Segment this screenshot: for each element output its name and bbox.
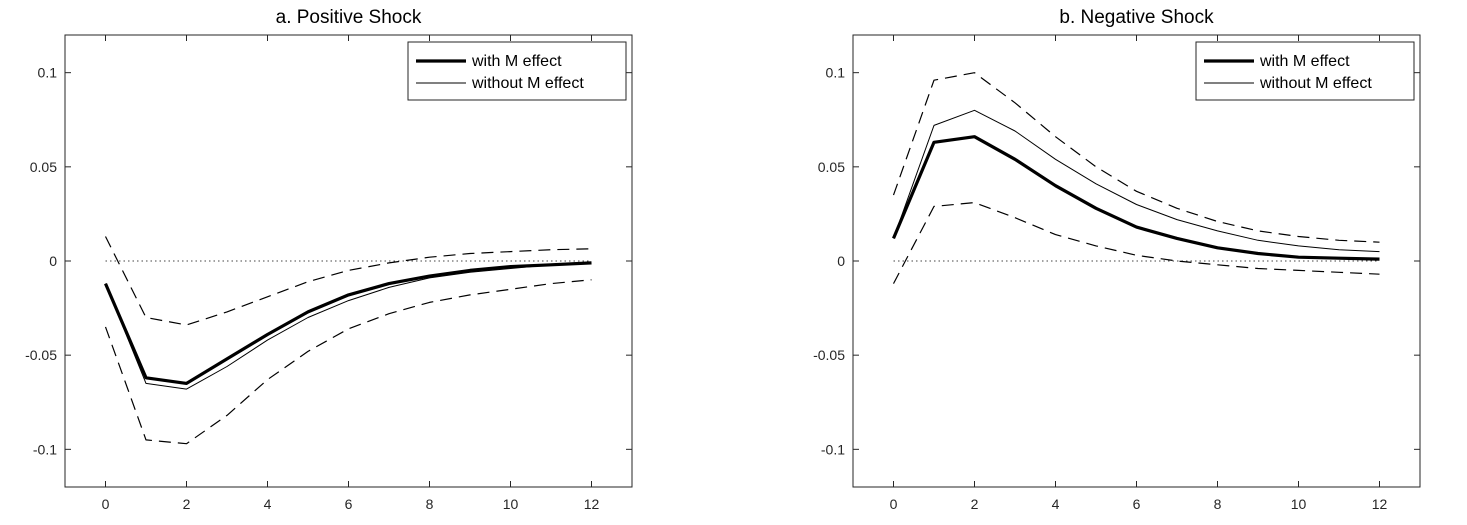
chart-title: a. Positive Shock [276, 7, 422, 28]
y-tick-label: -0.1 [821, 441, 845, 457]
legend-label: with M effect [1259, 53, 1350, 70]
y-tick-label: 0 [837, 253, 845, 269]
chart-title: b. Negative Shock [1059, 7, 1214, 28]
x-tick-label: 2 [183, 496, 191, 512]
legend: with M effect without M effect [407, 41, 627, 101]
y-tick-label: 0.1 [826, 65, 846, 81]
legend-label: without M effect [471, 75, 584, 92]
x-tick-label: 6 [1133, 496, 1141, 512]
x-tick-label: 6 [345, 496, 353, 512]
x-tick-label: 10 [1291, 496, 1307, 512]
x-tick-label: 12 [584, 496, 600, 512]
x-tick-label: 12 [1372, 496, 1388, 512]
x-tick-label: 0 [890, 496, 898, 512]
legend-box [407, 41, 627, 101]
x-tick-label: 8 [1214, 496, 1222, 512]
confidence-band-lower [104, 279, 592, 445]
y-tick-label: 0.1 [38, 65, 58, 81]
y-tick-label: -0.1 [33, 441, 57, 457]
legend-box [1195, 41, 1415, 101]
confidence-band-lower [892, 202, 1380, 284]
x-tick-label: 8 [426, 496, 434, 512]
x-tick-label: 0 [102, 496, 110, 512]
y-tick-label: 0 [49, 253, 57, 269]
y-tick-label: 0.05 [30, 159, 57, 175]
series-line-with-m-effect [104, 261, 592, 385]
x-tick-label: 2 [971, 496, 979, 512]
chart-panel-negative-shock: b. Negative Shock 0 2 4 6 8 10 12 -0.1 -0.05 0 0.05… [813, 7, 1421, 512]
confidence-band-upper [892, 72, 1380, 243]
y-tick-label: 0.05 [818, 159, 845, 175]
chart-panel-positive-shock: a. Positive Shock 0 2 4 6 8 10 12 -0.1 -0.05 0 0.05… [25, 7, 633, 512]
y-tick-label: -0.05 [813, 347, 845, 363]
series-line-without-m-effect [893, 109, 1380, 253]
series-line-with-m-effect [892, 135, 1380, 261]
legend-label: with M effect [471, 53, 562, 70]
confidence-band-upper [104, 236, 592, 326]
series-line-without-m-effect [105, 262, 592, 390]
x-tick-label: 4 [1052, 496, 1060, 512]
legend: with M effect without M effect [1195, 41, 1415, 101]
y-tick-label: -0.05 [25, 347, 57, 363]
legend-label: without M effect [1259, 75, 1372, 92]
x-tick-label: 10 [503, 496, 519, 512]
x-tick-label: 4 [264, 496, 272, 512]
